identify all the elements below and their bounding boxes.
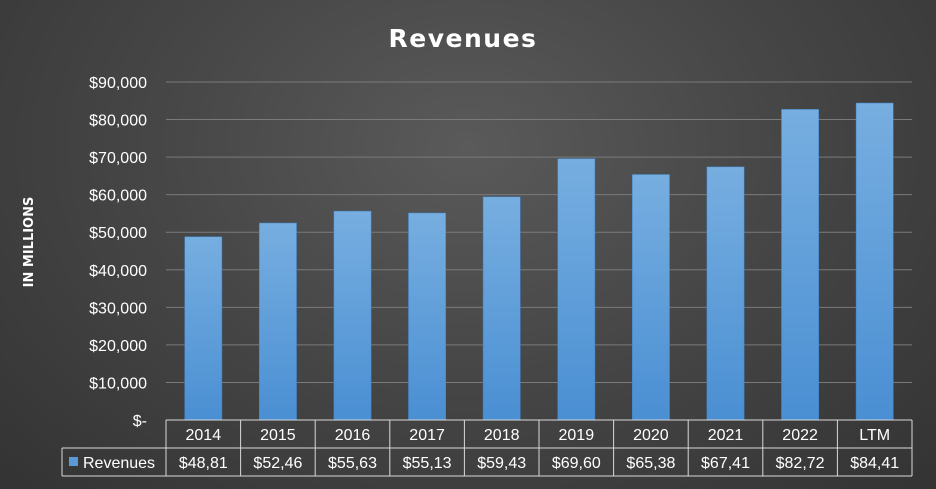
- bar-2017: [408, 212, 447, 421]
- category-label: LTM: [859, 427, 890, 444]
- category-label: 2018: [484, 427, 520, 444]
- category-label: 2022: [782, 427, 818, 444]
- bar-ltm: [855, 102, 894, 421]
- bar-2016: [333, 210, 372, 421]
- y-axis-ticks: $- $10,000 $20,000 $30,000 $40,000 $50,000 $60…: [89, 75, 147, 430]
- y-tick-label: $80,000: [89, 113, 147, 130]
- bar-2015: [259, 222, 297, 421]
- y-tick-label: $70,000: [89, 150, 147, 167]
- data-table-cell: $48,81: [179, 455, 228, 472]
- bar-2018: [482, 196, 521, 421]
- category-label: 2016: [335, 427, 371, 444]
- data-table-cell: $69,60: [552, 455, 601, 472]
- y-tick-label: $30,000: [89, 300, 147, 317]
- category-label: 2015: [260, 427, 296, 444]
- data-table-cell: $55,13: [403, 455, 452, 472]
- bar-2014: [184, 236, 223, 421]
- bar-2021: [706, 166, 745, 421]
- category-label: 2021: [708, 427, 744, 444]
- y-tick-label: $50,000: [89, 225, 147, 242]
- chart-title: Revenues: [389, 24, 538, 53]
- bars: [184, 102, 894, 421]
- y-tick-label: $20,000: [89, 338, 147, 355]
- category-label: 2020: [633, 427, 669, 444]
- bar-2019: [557, 158, 596, 421]
- data-table: 2014 $48,81 2015 $52,46 2016 $55,63 2017 $55,13…: [61, 419, 913, 477]
- data-table-cell: $52,46: [253, 455, 302, 472]
- y-tick-label: $-: [133, 413, 147, 430]
- data-table-cell: $59,43: [477, 455, 526, 472]
- legend-label: Revenues: [83, 455, 155, 472]
- bar-2022: [781, 109, 820, 421]
- data-table-cell: $67,41: [701, 455, 750, 472]
- category-label: 2017: [409, 427, 445, 444]
- data-table-cell: $55,63: [328, 455, 377, 472]
- data-table-cell: $65,38: [626, 455, 675, 472]
- y-axis-label: IN MILLIONS: [22, 197, 37, 288]
- legend-swatch: [69, 457, 78, 466]
- category-label: 2014: [186, 427, 222, 444]
- data-table-cell: $84,41: [850, 455, 899, 472]
- y-tick-label: $60,000: [89, 188, 147, 205]
- data-table-cell: $82,72: [776, 455, 825, 472]
- y-tick-label: $10,000: [89, 375, 147, 392]
- category-label: 2019: [559, 427, 595, 444]
- y-tick-label: $40,000: [89, 263, 147, 280]
- y-tick-label: $90,000: [89, 75, 147, 92]
- bar-2020: [632, 174, 670, 421]
